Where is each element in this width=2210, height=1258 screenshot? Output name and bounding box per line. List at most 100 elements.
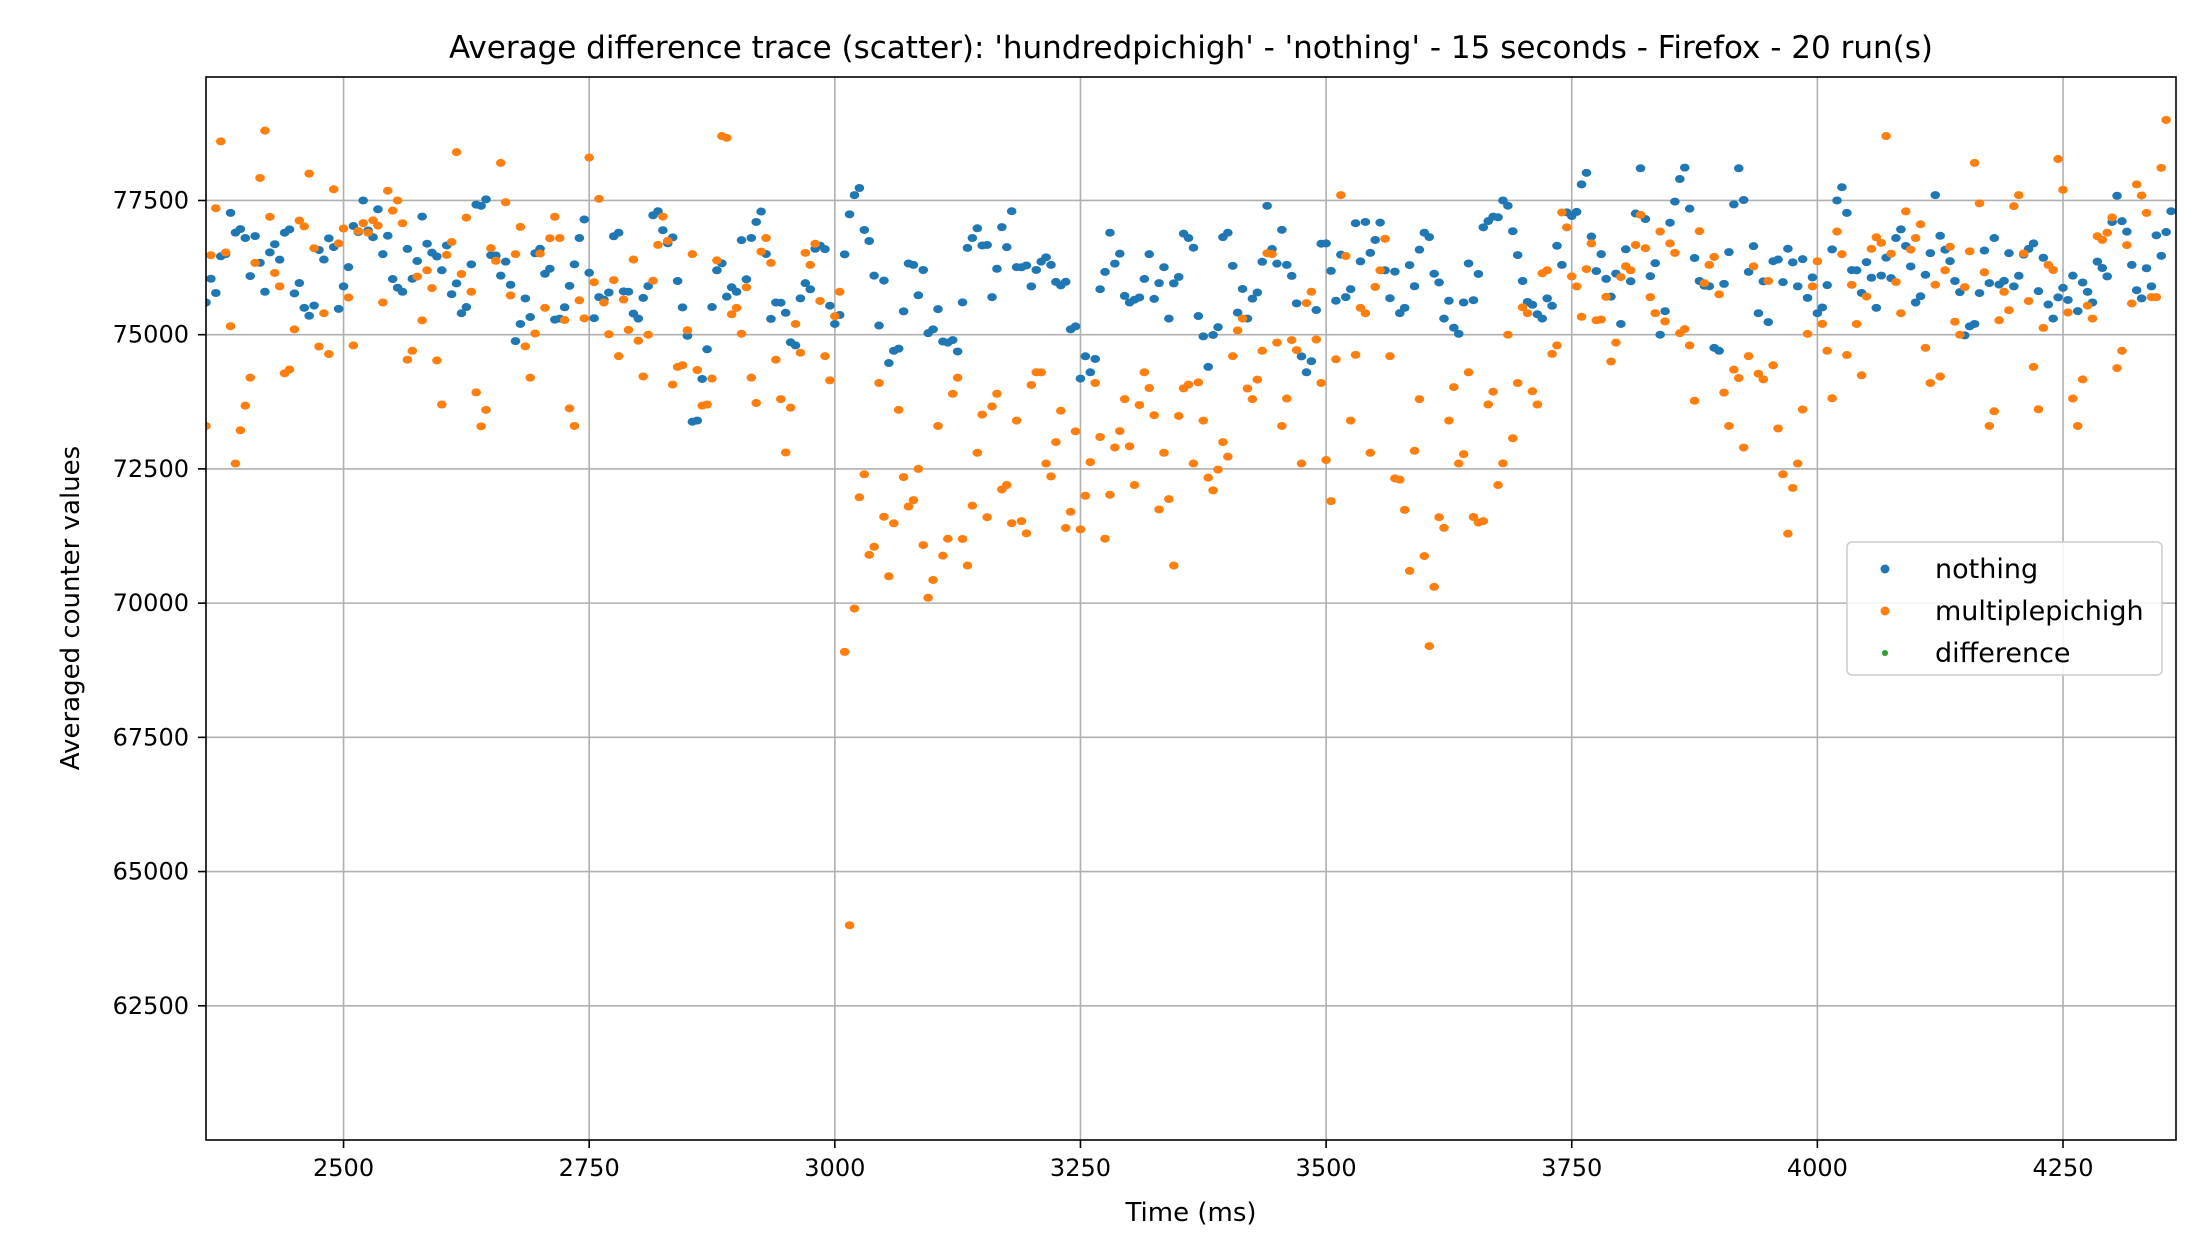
data-point-multiplepichigh [2082,301,2093,310]
series-multiplepichigh [206,115,2171,930]
x-tick-label: 3750 [1541,1154,1602,1182]
data-point-multiplepichigh [1522,309,1533,318]
data-point-multiplepichigh [1842,351,1852,360]
data-point-nothing [1714,346,1724,355]
data-point-multiplepichigh [1709,252,1720,261]
data-point-multiplepichigh [569,421,580,430]
data-point-multiplepichigh [1959,283,1970,292]
data-point-multiplepichigh [1532,400,1543,409]
data-point-multiplepichigh [1891,278,1901,287]
data-point-multiplepichigh [574,296,585,305]
data-point-multiplepichigh [2087,314,2098,323]
data-point-multiplepichigh [274,282,285,291]
data-point-nothing [1576,180,1587,189]
data-point-multiplepichigh [1625,266,1636,275]
data-point-multiplepichigh [1149,411,1159,420]
data-point-nothing [928,325,938,334]
data-point-nothing [2033,287,2044,296]
data-point-nothing [1021,261,1032,270]
data-point-nothing [495,271,506,280]
data-point-nothing [1935,231,1945,240]
data-point-nothing [1571,207,1582,216]
data-point-nothing [274,255,285,264]
data-point-nothing [1537,314,1548,323]
data-point-multiplepichigh [938,551,948,560]
data-point-nothing [2146,282,2157,291]
data-point-multiplepichigh [2161,115,2171,124]
data-point-nothing [422,239,432,248]
data-point-nothing [972,224,983,233]
legend-label-multiplepichigh: multiplepichigh [1935,596,2144,627]
data-point-nothing [1203,362,1213,371]
data-point-multiplepichigh [972,448,983,457]
data-point-nothing [338,282,349,291]
data-point-multiplepichigh [1733,374,1744,383]
data-point-nothing [1213,323,1223,332]
data-point-nothing [1286,271,1297,280]
data-point-nothing [1306,357,1317,366]
data-point-multiplepichigh [422,266,432,275]
data-point-multiplepichigh [1596,315,1607,324]
data-point-multiplepichigh [1507,434,1518,443]
data-point-multiplepichigh [1896,309,1906,318]
data-point-nothing [987,293,997,302]
data-point-multiplepichigh [608,276,619,285]
data-point-nothing [1247,294,1258,303]
data-point-multiplepichigh [1154,505,1164,514]
data-point-nothing [245,272,256,281]
data-point-nothing [1154,279,1164,288]
data-point-multiplepichigh [1837,250,1847,259]
data-point-multiplepichigh [466,287,477,296]
data-point-nothing [1999,276,2009,285]
y-tick-label: 77500 [113,186,189,214]
data-point-multiplepichigh [1635,210,1646,219]
data-point-nothing [2097,264,2108,273]
data-point-multiplepichigh [2126,299,2137,308]
data-point-multiplepichigh [633,336,644,345]
data-point-multiplepichigh [1321,456,1331,465]
data-point-multiplepichigh [1350,350,1361,359]
data-point-multiplepichigh [471,388,481,397]
data-point-multiplepichigh [265,212,275,221]
data-point-nothing [206,274,216,283]
data-point-multiplepichigh [1277,421,1287,430]
data-point-multiplepichigh [967,501,978,510]
data-point-multiplepichigh [417,316,427,325]
data-point-multiplepichigh [736,329,747,338]
data-point-multiplepichigh [1242,384,1253,393]
data-point-multiplepichigh [1370,282,1381,291]
data-point-nothing [1444,296,1454,305]
data-point-multiplepichigh [240,401,251,410]
data-point-nothing [2161,228,2171,237]
data-point-multiplepichigh [1444,416,1454,425]
data-point-nothing [446,290,457,299]
data-point-multiplepichigh [1085,458,1096,467]
data-point-multiplepichigh [446,238,457,247]
data-point-multiplepichigh [363,228,373,237]
data-point-multiplepichigh [1719,388,1729,397]
data-point-nothing [579,215,590,224]
data-point-nothing [461,303,472,312]
data-point-multiplepichigh [864,550,875,559]
data-point-nothing [510,337,521,346]
data-point-nothing [382,231,393,240]
data-point-multiplepichigh [903,502,914,511]
data-point-nothing [1871,303,1882,312]
data-point-nothing [1041,253,1051,262]
data-point-multiplepichigh [1453,459,1464,468]
data-point-nothing [1925,249,1936,258]
data-point-multiplepichigh [432,356,442,365]
data-point-nothing [1340,293,1351,302]
data-point-multiplepichigh [1080,491,1091,500]
data-point-nothing [1439,314,1449,323]
data-point-nothing [1188,243,1199,252]
data-point-multiplepichigh [255,173,265,182]
data-point-nothing [466,260,477,269]
legend-label-nothing: nothing [1935,554,2038,585]
data-point-nothing [697,374,707,383]
data-point-nothing [2141,264,2152,273]
data-point-multiplepichigh [1281,394,1292,403]
data-point-nothing [2004,249,2014,258]
data-point-nothing [849,191,860,200]
